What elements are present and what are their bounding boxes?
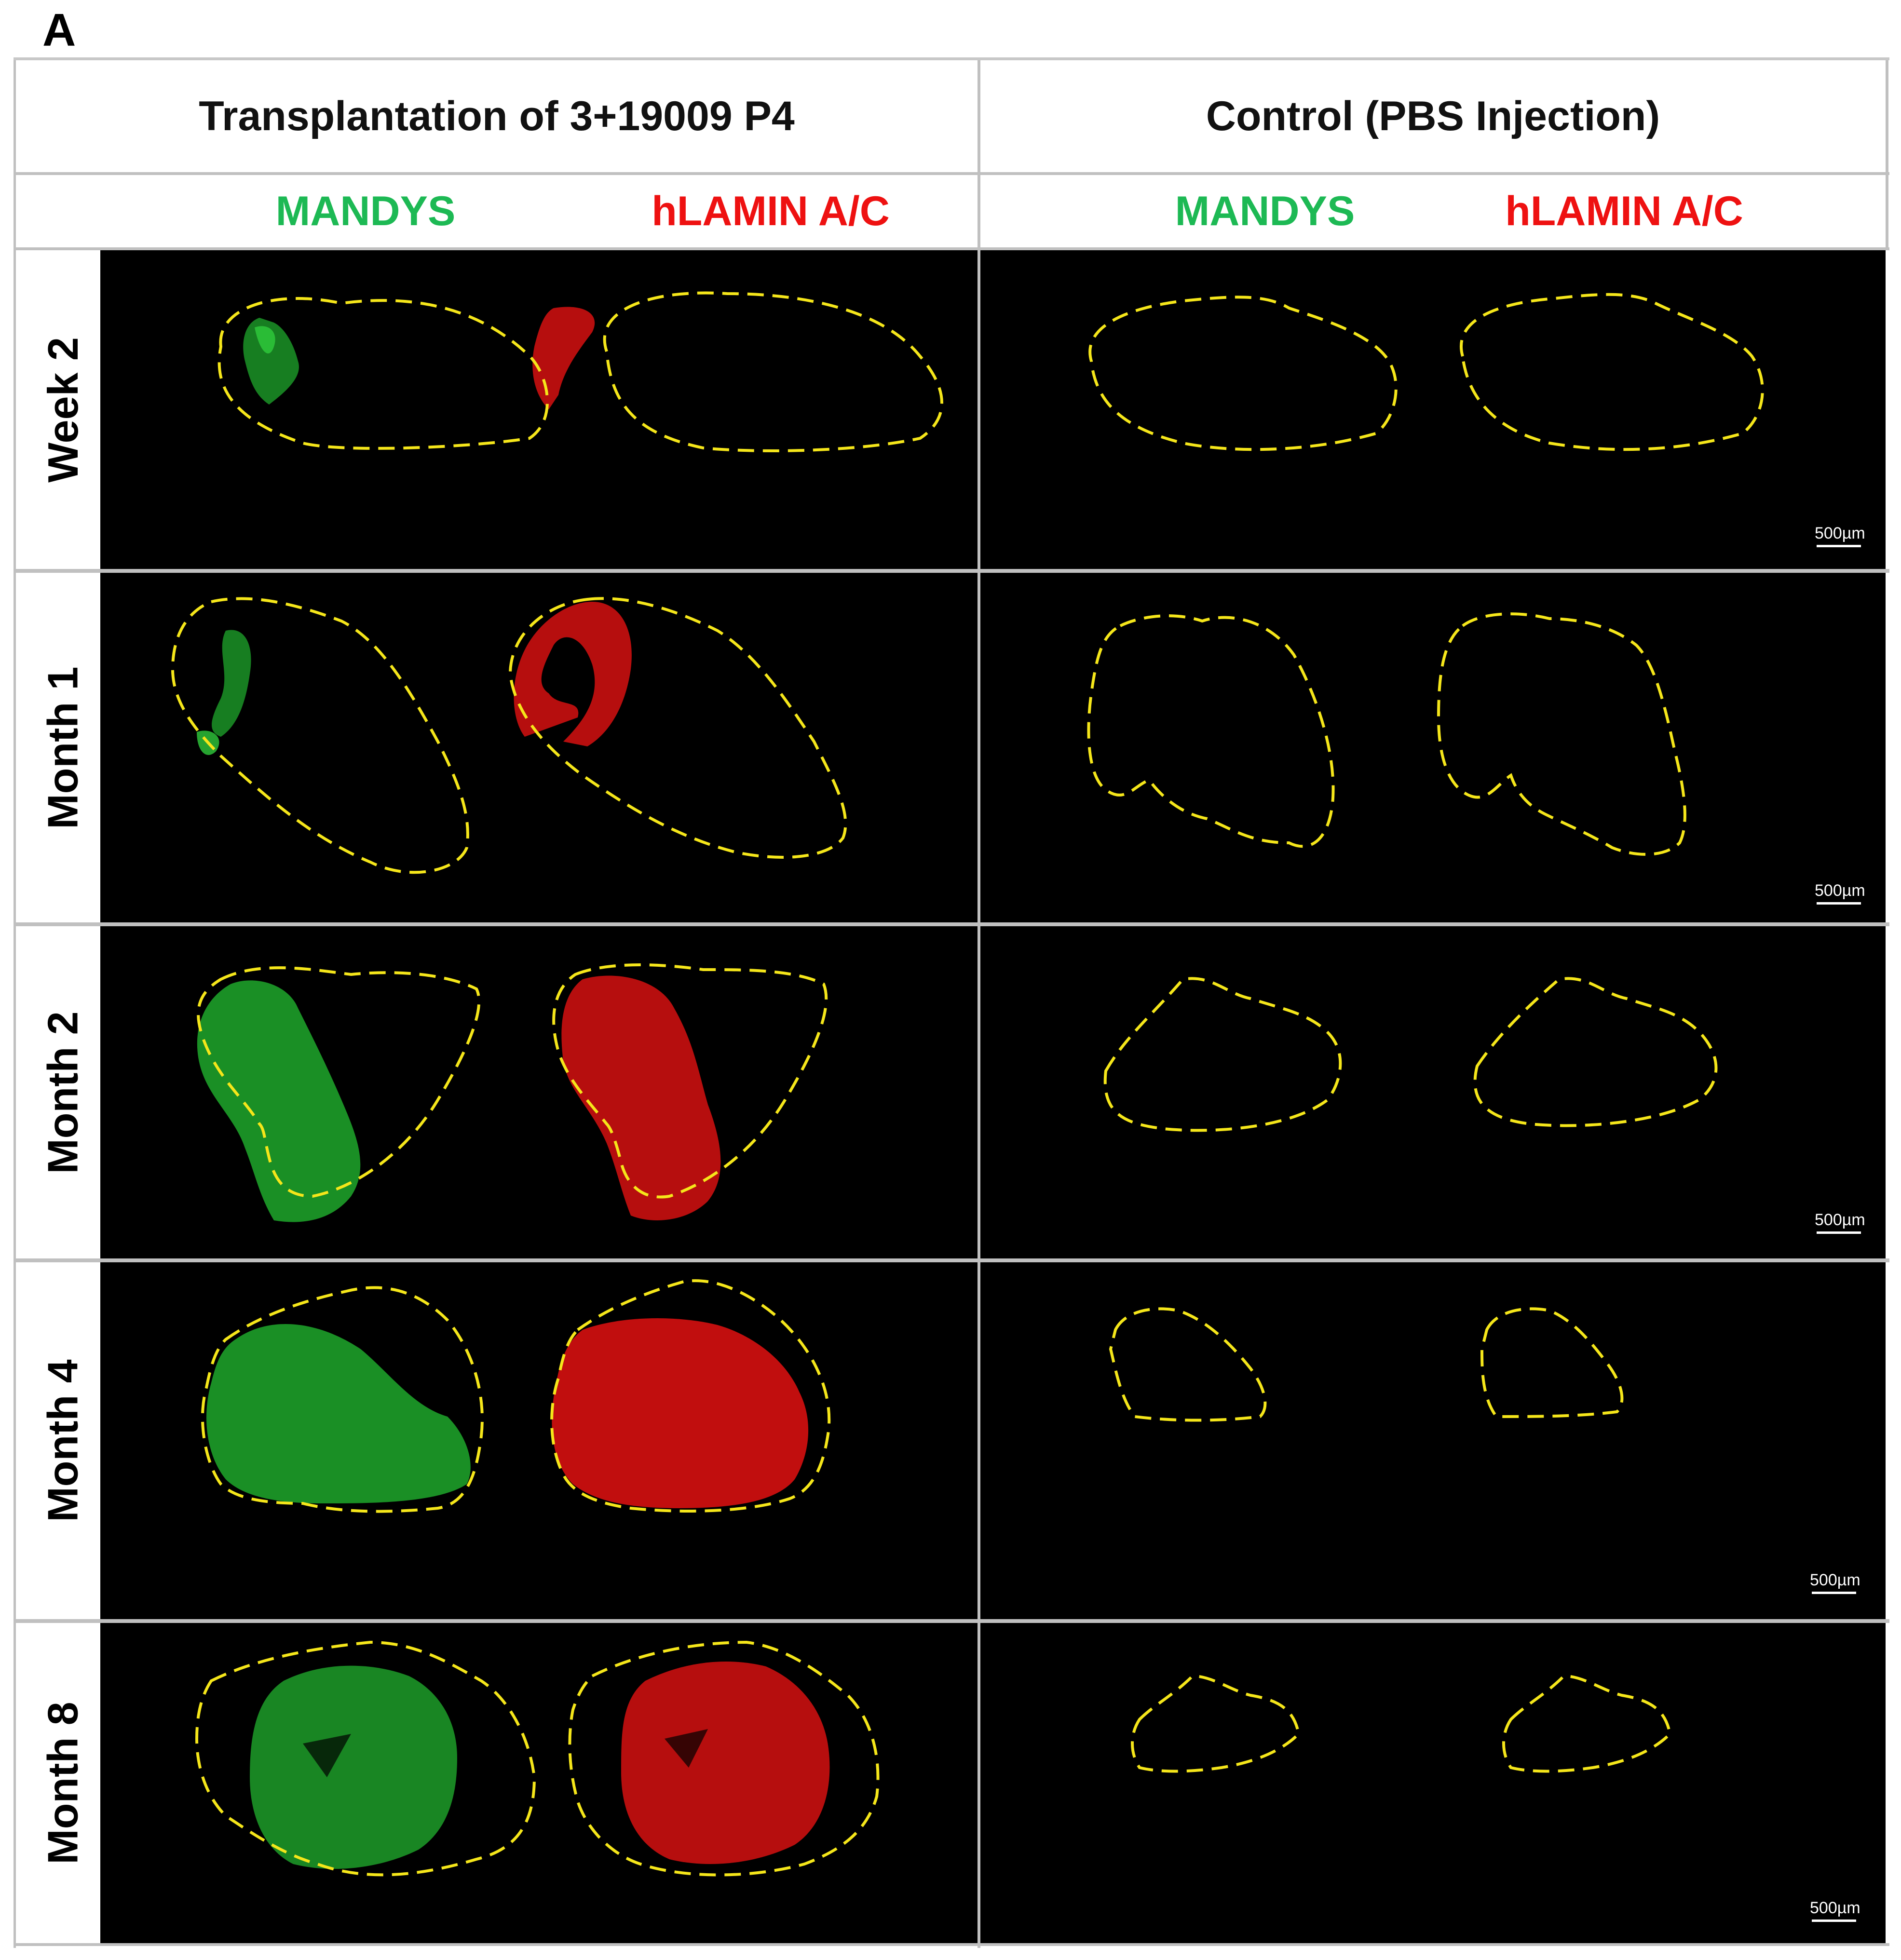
stain-label-hlamin-left: hLAMIN A/C: [652, 188, 890, 234]
micrograph-control-month2: 500µm: [980, 926, 1886, 1258]
figure-grid: Transplantation of 3+19009 P4 Control (P…: [14, 60, 1889, 1948]
micrograph-control-month4: 500µm: [980, 1262, 1886, 1619]
scale-bar-month2: 500µm: [1815, 1211, 1865, 1234]
micrograph-transplant-month8: [100, 1623, 978, 1943]
micrograph-control-month8: 500µm: [980, 1623, 1886, 1943]
row-divider-3: [14, 1258, 1889, 1262]
grid-border-right: [1886, 60, 1888, 248]
grid-border-bottom: [14, 1943, 1889, 1946]
micrograph-control-month1: 500µm: [980, 573, 1886, 922]
scale-bar-week2: 500µm: [1815, 524, 1865, 547]
row-label-month1: Month 1: [39, 666, 87, 829]
header-control: Control (PBS Injection): [1206, 93, 1660, 139]
row-label-month8: Month 8: [39, 1702, 87, 1865]
row-label-month2: Month 2: [39, 1011, 87, 1174]
stain-label-hlamin-right: hLAMIN A/C: [1505, 188, 1743, 234]
stain-label-mandys-left: MANDYS: [275, 188, 456, 234]
stain-label-mandys-right: MANDYS: [1175, 188, 1355, 234]
scale-bar-month8: 500µm: [1810, 1899, 1860, 1922]
row-divider-1: [14, 569, 1889, 573]
micrograph-transplant-week2: [100, 250, 978, 569]
row-label-week2: Week 2: [39, 337, 87, 483]
header-divider-2: [14, 247, 1889, 250]
scale-bar-month4: 500µm: [1810, 1571, 1860, 1594]
panel-letter: A: [42, 4, 76, 56]
row-label-month4: Month 4: [39, 1359, 87, 1522]
scale-bar-month1: 500µm: [1815, 881, 1865, 905]
grid-border-left: [14, 60, 16, 1948]
top-divider: [14, 57, 1889, 60]
row-divider-4: [14, 1619, 1889, 1623]
micrograph-control-week2: 500µm: [980, 250, 1886, 569]
row-divider-2: [14, 922, 1889, 926]
micrograph-transplant-month2: [100, 926, 978, 1258]
header-transplantation: Transplantation of 3+19009 P4: [199, 93, 795, 139]
micrograph-transplant-month4: [100, 1262, 978, 1619]
micrograph-transplant-month1: [100, 573, 978, 922]
header-divider-1: [14, 172, 1889, 175]
grid-divider-center: [978, 60, 980, 1948]
